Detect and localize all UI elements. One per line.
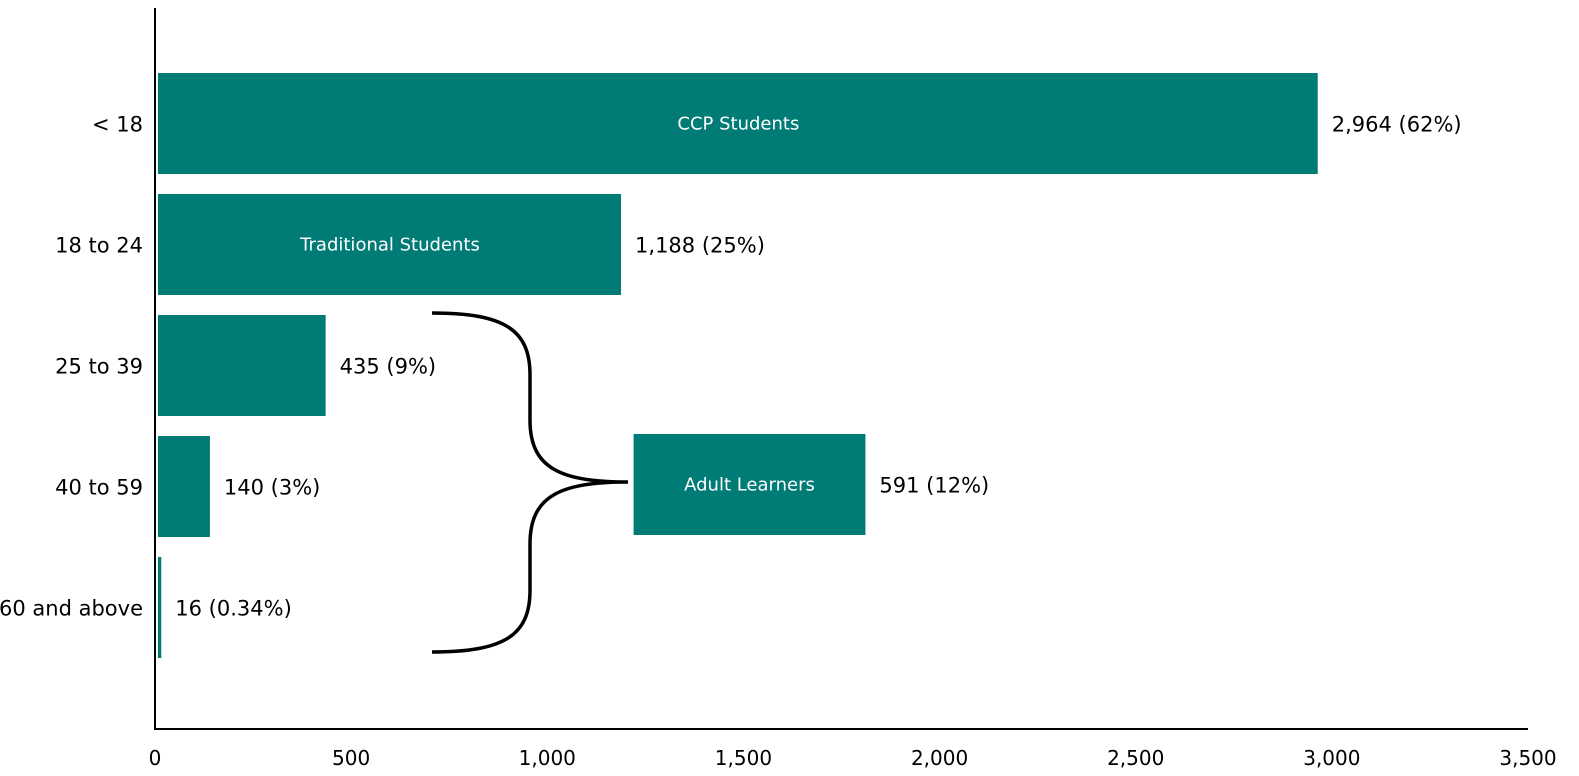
value-label: 16 (0.34%) xyxy=(175,597,291,621)
bars-layer xyxy=(158,73,1318,658)
x-tick-label: 0 xyxy=(149,746,162,770)
value-label: 2,964 (62%) xyxy=(1332,113,1462,137)
bar-2 xyxy=(158,194,622,295)
x-tick-label: 500 xyxy=(332,746,370,770)
group-bar-label: Adult Learners xyxy=(684,475,815,496)
category-label: < 18 xyxy=(92,113,143,137)
value-label: 435 (9%) xyxy=(340,355,436,379)
bar-3 xyxy=(158,315,326,416)
bar-1 xyxy=(158,73,1318,174)
bar-annotation: Traditional Students xyxy=(299,235,480,256)
x-tick-labels: 0 500 1,000 1,500 2,000 2,500 3,000 3,500 xyxy=(149,746,1557,770)
category-label: 25 to 39 xyxy=(55,355,143,379)
grouping-brace xyxy=(431,311,629,654)
x-tick-label: 3,500 xyxy=(1499,746,1556,770)
bracket-layer xyxy=(431,311,629,654)
category-label: 18 to 24 xyxy=(55,234,143,258)
x-tick-label: 1,000 xyxy=(519,746,576,770)
x-tick-label: 3,000 xyxy=(1303,746,1360,770)
bar-annotation: CCP Students xyxy=(677,114,799,135)
bar-4 xyxy=(158,436,210,537)
category-label: 60 and above xyxy=(0,597,143,621)
value-label: 1,188 (25%) xyxy=(635,234,765,258)
x-tick-label: 1,500 xyxy=(715,746,772,770)
category-label: 40 to 59 xyxy=(55,476,143,500)
x-tick-label: 2,000 xyxy=(911,746,968,770)
labels-layer: < 18 2,964 (62%) CCP Students 18 to 24 1,188… xyxy=(0,113,1462,621)
group-bar-adult-learners xyxy=(633,434,866,535)
bar-5 xyxy=(158,557,162,658)
x-tick-label: 2,500 xyxy=(1107,746,1164,770)
group-value-label: 591 (12%) xyxy=(879,474,989,498)
value-label: 140 (3%) xyxy=(224,476,320,500)
